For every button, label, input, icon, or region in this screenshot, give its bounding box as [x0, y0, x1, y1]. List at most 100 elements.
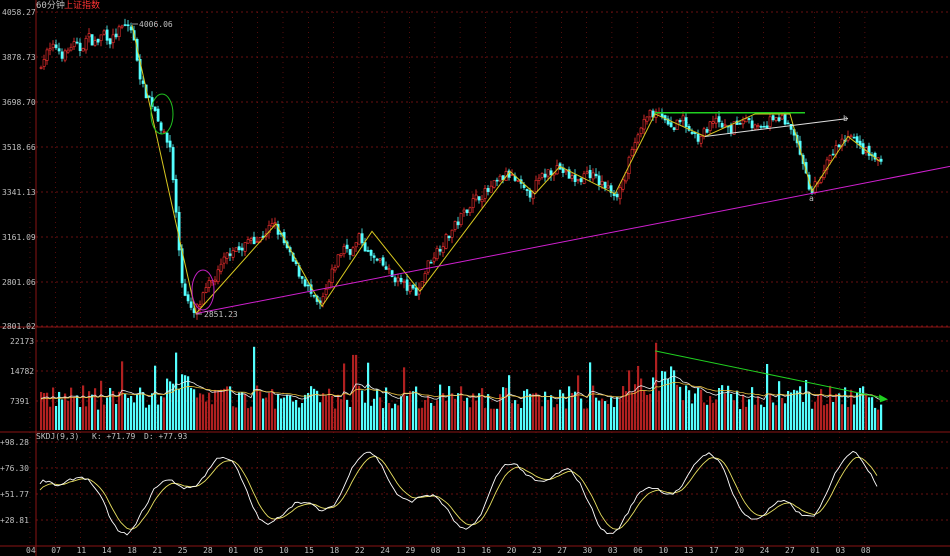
volume-bar [343, 363, 346, 430]
volume-bar [784, 403, 787, 430]
candle-up [645, 116, 649, 122]
candle-up [396, 277, 400, 282]
candle-up [516, 180, 520, 182]
volume-bar [658, 390, 661, 430]
candle-up [402, 281, 406, 283]
time-tick-label: 04 [26, 546, 36, 555]
volume-bar [424, 400, 427, 430]
volume-bar [46, 392, 49, 430]
candle-up [435, 248, 439, 260]
candle-down [720, 123, 724, 128]
zigzag-wave-line [131, 24, 881, 315]
volume-bar [184, 375, 187, 430]
candle-up [675, 119, 679, 130]
candle-up [69, 46, 73, 51]
candle-down [678, 120, 682, 123]
volume-bar [466, 397, 469, 430]
volume-bar [202, 394, 205, 430]
candle-up [327, 281, 331, 290]
volume-bar [121, 361, 124, 430]
candle-up [408, 285, 412, 292]
volume-bar [799, 386, 802, 430]
volume-bar [775, 405, 778, 430]
volume-bar [55, 405, 58, 430]
candle-down [672, 127, 676, 130]
candle-up [351, 247, 355, 256]
candle-down [174, 178, 178, 213]
volume-bar [865, 393, 868, 430]
volume-bar [625, 391, 628, 430]
volume-bar [706, 404, 709, 430]
candle-up [117, 26, 121, 37]
candle-down [669, 122, 673, 127]
volume-bar [808, 392, 811, 430]
volume-bar [745, 406, 748, 430]
candle-up [621, 179, 625, 190]
candle-down [573, 174, 577, 182]
candle-down [159, 122, 163, 131]
candle-up [483, 188, 487, 199]
volume-bar [682, 400, 685, 430]
volume-bar [811, 408, 814, 430]
candle-up [474, 194, 478, 200]
volume-bar [223, 388, 226, 430]
volume-bar [562, 393, 565, 430]
volume-bar [430, 402, 433, 430]
volume-bar [136, 393, 139, 430]
volume-bar [166, 378, 169, 430]
volume-bar [220, 389, 223, 430]
volume-bar [100, 380, 103, 430]
volume-bar [589, 362, 592, 430]
volume-bar [868, 397, 871, 430]
volume-bar [394, 403, 397, 430]
wave-a-label: a [809, 194, 814, 203]
time-tick-label: 23 [532, 546, 542, 555]
volume-bar [508, 375, 511, 430]
volume-bar [556, 404, 559, 430]
volume-bar [316, 390, 319, 430]
volume-bar [397, 405, 400, 430]
volume-bar [382, 408, 385, 430]
volume-bar [526, 389, 529, 430]
volume-bar [334, 408, 337, 430]
volume-bar [490, 408, 493, 430]
time-tick-label: 20 [507, 546, 517, 555]
candle-down [189, 301, 193, 308]
volume-bar [601, 398, 604, 430]
volume-bar [805, 380, 808, 430]
candle-up [207, 280, 211, 288]
candle-up [219, 263, 223, 272]
volume-bar [328, 388, 331, 430]
volume-bar [688, 390, 691, 430]
candle-up [330, 268, 334, 283]
volume-bar [724, 393, 727, 430]
candle-up [225, 252, 229, 259]
time-tick-label: 07 [51, 546, 61, 555]
volume-bar [49, 406, 52, 430]
candle-down [165, 132, 169, 143]
candle-down [762, 125, 766, 128]
volume-bar [40, 391, 43, 430]
time-tick-label: 14 [102, 546, 112, 555]
volume-bar [253, 346, 256, 430]
kdj-d-value: D: +77.93 [144, 432, 188, 441]
candle-down [684, 117, 688, 127]
candle-up [768, 116, 772, 127]
volume-bar [751, 387, 754, 430]
candle-down [303, 279, 307, 287]
volume-bar [127, 397, 130, 430]
volume-bar [274, 408, 277, 430]
volume-bar [712, 402, 715, 430]
volume-bar [502, 387, 505, 430]
volume-bar [790, 392, 793, 430]
volume-bar [160, 396, 163, 430]
candle-down [777, 117, 781, 122]
candle-down [252, 236, 256, 245]
candle-up [213, 279, 217, 282]
time-tick-label: 28 [203, 546, 213, 555]
volume-bar [85, 406, 88, 430]
volume-trend-line [654, 350, 886, 399]
volume-bar [271, 389, 274, 430]
candle-down [123, 24, 127, 26]
time-tick-label: 18 [330, 546, 340, 555]
